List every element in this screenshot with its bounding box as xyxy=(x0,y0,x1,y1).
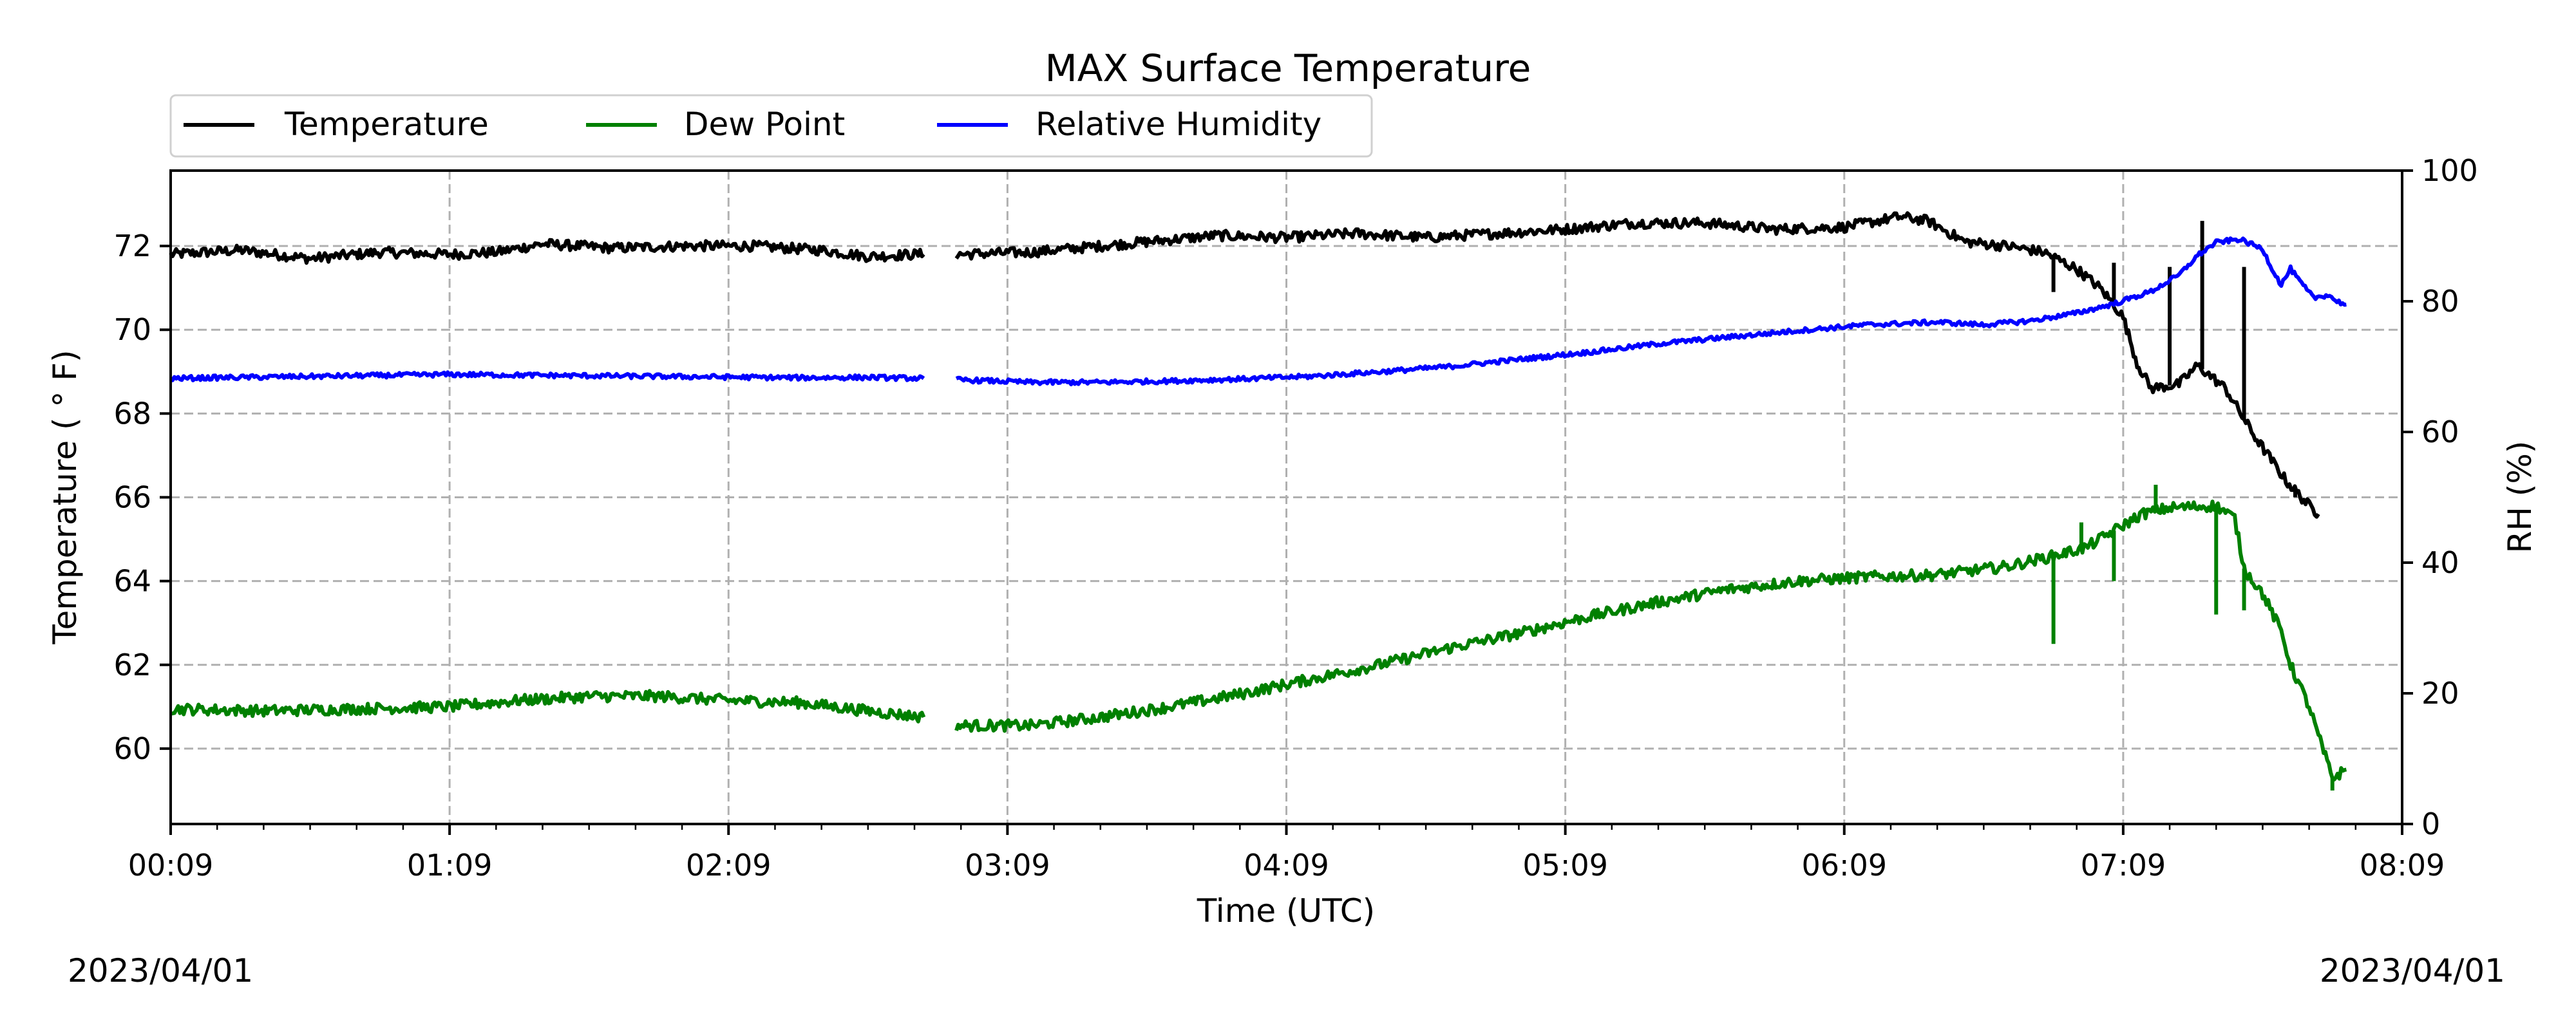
legend-box xyxy=(169,94,1373,158)
x-tick-label: 02:09 xyxy=(686,848,772,883)
legend-label-temperature: Temperature xyxy=(284,106,489,143)
y2-tick-label: 80 xyxy=(2421,284,2459,319)
legend-label-relative-humidity: Relative Humidity xyxy=(1036,106,1321,143)
grid xyxy=(169,171,2403,824)
y2-axis-label: RH (%) xyxy=(2501,441,2539,554)
y2-axis-ticks: 0 20 40 60 80 100 xyxy=(2402,153,2478,841)
series-temperature xyxy=(169,211,2320,519)
x-tick-label: 03:09 xyxy=(965,848,1050,883)
y2-tick-label: 20 xyxy=(2421,676,2459,711)
y-tick-label: 64 xyxy=(113,564,151,599)
x-tick-label: 01:09 xyxy=(407,848,493,883)
series-line-temperature xyxy=(954,211,2320,519)
x-tick-label: 06:09 xyxy=(1801,848,1887,883)
y-tick-label: 72 xyxy=(113,229,151,263)
series-line-relative-humidity xyxy=(169,370,925,382)
y2-tick-label: 60 xyxy=(2421,415,2459,449)
chart-title: MAX Surface Temperature xyxy=(1045,46,1531,90)
y-tick-label: 68 xyxy=(113,396,151,431)
x-tick-label: 05:09 xyxy=(1522,848,1608,883)
date-label-end: 2023/04/01 xyxy=(2320,952,2505,989)
y2-tick-label: 0 xyxy=(2421,807,2440,841)
date-label-start: 2023/04/01 xyxy=(68,952,253,989)
y-tick-label: 66 xyxy=(113,480,151,515)
series-relative-humidity xyxy=(169,236,2347,387)
y2-tick-label: 40 xyxy=(2421,545,2459,580)
y-axis-ticks: 60 62 64 66 68 70 72 xyxy=(113,229,171,766)
legend-label-dew-point: Dew Point xyxy=(684,106,845,143)
y2-tick-label: 100 xyxy=(2421,153,2478,188)
series-line-relative-humidity xyxy=(955,236,2347,387)
y-tick-label: 62 xyxy=(113,648,151,682)
series-dew-point xyxy=(170,484,2347,791)
y-tick-label: 70 xyxy=(113,312,151,347)
series-line-dew-point xyxy=(954,500,2347,782)
series-line-temperature xyxy=(169,238,925,265)
y-axis-label: Temperature ( ° F) xyxy=(46,350,84,644)
legend: Temperature Dew Point Relative Humidity xyxy=(169,94,1373,158)
x-tick-label: 00:09 xyxy=(128,848,214,883)
x-axis-ticks: 00:09 01:09 02:09 03:09 04:09 05:09 06:09 07:09… xyxy=(128,824,2445,883)
y-tick-label: 60 xyxy=(113,731,151,766)
x-tick-label: 08:09 xyxy=(2360,848,2445,883)
plot-series xyxy=(169,211,2347,791)
x-axis-label: Time (UTC) xyxy=(1197,892,1375,930)
x-tick-label: 04:09 xyxy=(1244,848,1329,883)
x-tick-label: 07:09 xyxy=(2081,848,2166,883)
series-line-dew-point xyxy=(170,689,926,724)
